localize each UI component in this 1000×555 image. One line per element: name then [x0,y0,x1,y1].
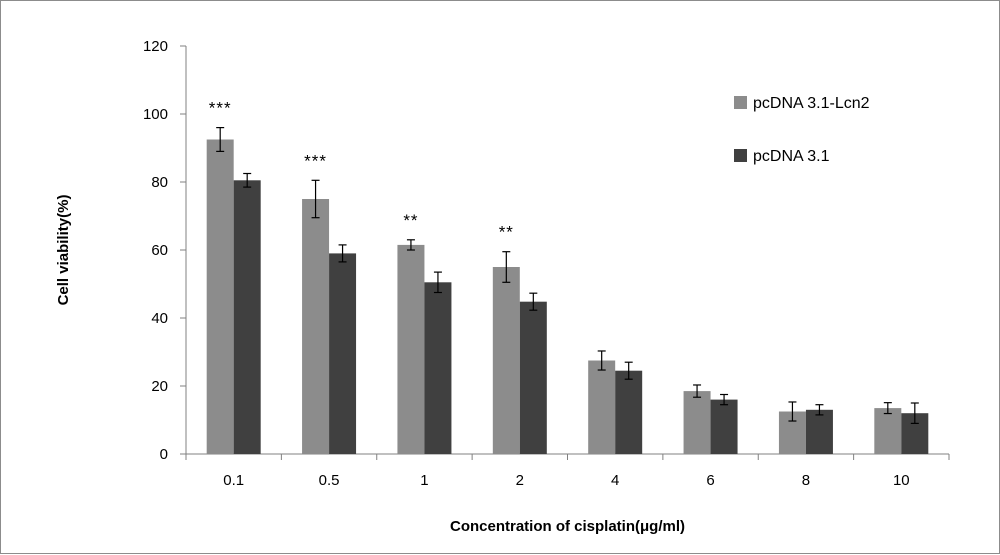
bar [615,370,643,454]
bar [397,244,425,454]
significance-annotations: ********** [209,99,514,242]
significance-marker: *** [209,99,232,118]
bar [710,399,738,454]
bar [492,267,520,454]
bars [206,139,929,455]
x-tick-label: 10 [893,472,910,489]
y-tick-label: 0 [160,446,168,463]
bar [206,139,234,454]
x-tick-label: 6 [706,472,714,489]
bar [683,391,711,454]
y-tick-label: 20 [151,378,168,395]
x-axis-title: Concentration of cisplatin(μg/ml) [450,518,685,535]
x-tick-label: 2 [516,472,524,489]
bar [805,409,833,454]
legend-swatch [734,149,747,162]
y-tick-label: 40 [151,310,168,327]
significance-marker: *** [304,151,327,170]
bar [519,301,547,454]
error-bars [216,126,919,424]
bar [302,199,330,454]
legend-label: pcDNA 3.1 [753,148,830,165]
y-axis-title: Cell viability(%) [55,195,72,306]
y-tick-label: 80 [151,174,168,191]
axes: 0 20 40 60 80 100 120 0.1 0.5 1 2 4 6 8 10 [143,38,950,489]
x-tick-label: 0.5 [319,472,340,489]
x-tick-label: 1 [420,472,428,489]
x-tick-label: 4 [611,472,619,489]
significance-marker: ** [499,223,514,242]
bar [874,408,902,454]
bar [588,360,616,454]
bar [424,282,452,454]
legend-swatch [734,96,747,109]
y-tick-label: 120 [143,38,168,55]
legend: pcDNA 3.1-Lcn2 pcDNA 3.1 [734,95,870,165]
y-tick-label: 100 [143,106,168,123]
bar [233,180,261,455]
legend-label: pcDNA 3.1-Lcn2 [753,95,870,112]
significance-marker: ** [403,211,418,230]
bar [329,253,357,454]
y-tick-label: 60 [151,242,168,259]
x-tick-label: 8 [802,472,810,489]
x-tick-label: 0.1 [223,472,244,489]
